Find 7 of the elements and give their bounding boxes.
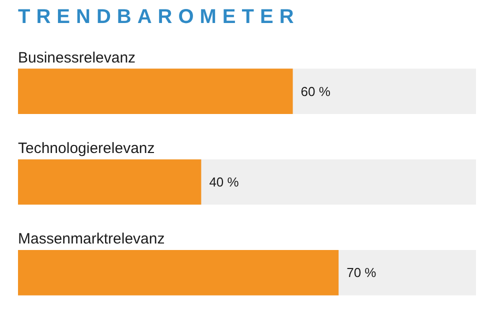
data-label: 40 %: [209, 174, 240, 190]
chart-title: TRENDBAROMETER: [18, 6, 300, 29]
data-label: 60 %: [300, 84, 331, 99]
y-tick-label: Businessrelevanz: [18, 49, 136, 66]
y-tick-label: Massenmarktrelevanz: [18, 230, 165, 248]
y-tick-label: Technologierelevanz: [18, 140, 155, 157]
data-label: 70 %: [346, 265, 377, 280]
